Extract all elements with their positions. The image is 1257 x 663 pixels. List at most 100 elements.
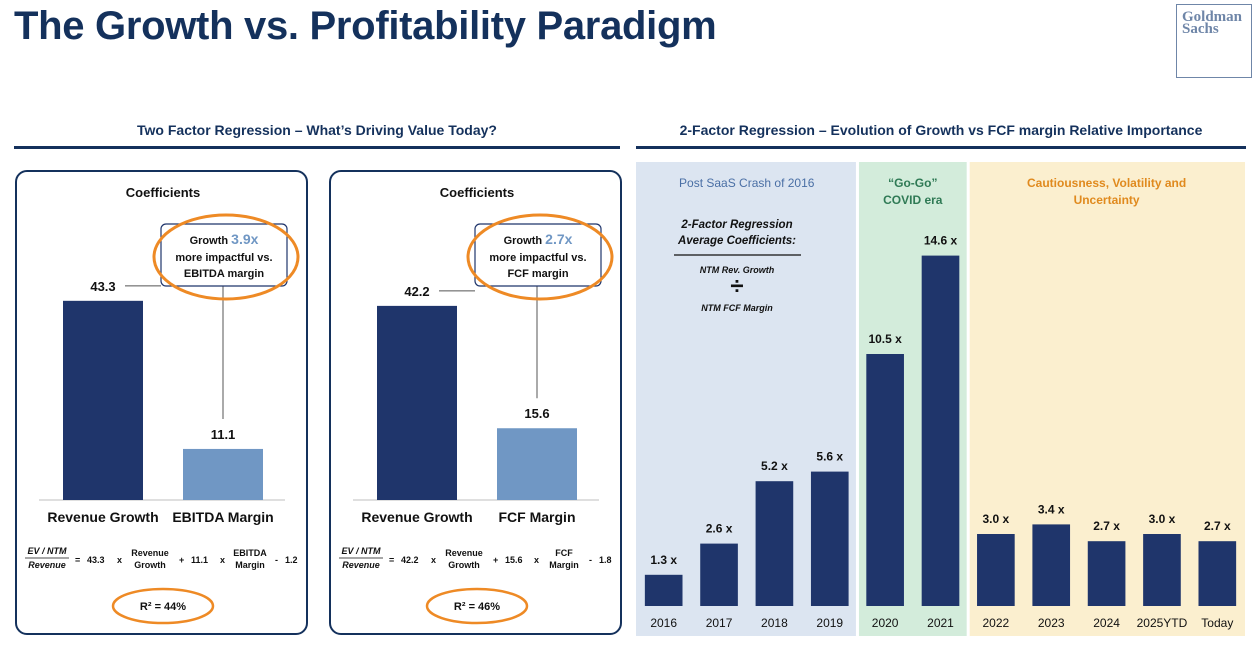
coefficients-panel-fcf: Coefficients 42.2 Revenue Growth 15.6 FCF Ma… bbox=[329, 170, 622, 635]
era-label: “Go-Go” bbox=[888, 176, 937, 190]
bar-value-label: 1.3 x bbox=[650, 553, 677, 567]
category-label: EBITDA Margin bbox=[172, 509, 273, 525]
callout-line2: more impactful vs. bbox=[175, 252, 272, 264]
bar-today bbox=[1198, 541, 1237, 606]
bar-revenue-growth bbox=[63, 300, 143, 500]
legend-numerator: NTM Rev. Growth bbox=[700, 265, 775, 275]
formula-times2: x bbox=[534, 555, 539, 565]
goldman-sachs-logo: Goldman Sachs bbox=[1176, 4, 1252, 78]
x-tick-label: Today bbox=[1201, 616, 1233, 630]
formula-coef1: 43.3 bbox=[87, 555, 105, 565]
right-section-rule bbox=[636, 146, 1246, 149]
divide-icon: ÷ bbox=[730, 273, 743, 300]
formula-times1: x bbox=[117, 555, 122, 565]
category-label: Revenue Growth bbox=[47, 509, 158, 525]
bar-2020 bbox=[866, 354, 904, 606]
callout-highlight-circle bbox=[152, 213, 300, 301]
bar-2021 bbox=[921, 255, 960, 606]
callout-line1: Growth 2.7x bbox=[504, 231, 573, 247]
category-label: Revenue Growth bbox=[361, 509, 472, 525]
formula-times1: x bbox=[431, 555, 436, 565]
callout-line3: EBITDA margin bbox=[184, 268, 265, 280]
coefficients-panel-ebitda: Coefficients 43.3 Revenue Growth 11.1 EBITDA… bbox=[15, 170, 308, 635]
formula-coef2: 11.1 bbox=[191, 555, 208, 565]
x-tick-label: 2018 bbox=[761, 616, 788, 630]
formula-lhs-line2: Revenue bbox=[28, 560, 66, 570]
bar-value-label: 10.5 x bbox=[868, 332, 902, 346]
formula-var2-line2: Margin bbox=[235, 560, 265, 570]
bar-2025ytd bbox=[1143, 534, 1181, 606]
left-section-rule bbox=[14, 146, 620, 149]
evolution-chart-svg: Post SaaS Crash of 2016 “Go-Go” COVID era C… bbox=[636, 162, 1245, 636]
bar-value-label: 3.0 x bbox=[983, 512, 1010, 526]
bar-2022 bbox=[977, 534, 1015, 606]
bar-2018 bbox=[755, 481, 794, 606]
x-tick-label: 2022 bbox=[983, 616, 1010, 630]
formula-var1-line1: Revenue bbox=[445, 548, 483, 558]
x-tick-label: 2020 bbox=[872, 616, 899, 630]
formula-equals: = bbox=[75, 555, 80, 565]
era-label: Uncertainty bbox=[1074, 193, 1140, 207]
bar-value-label: 14.6 x bbox=[924, 234, 958, 248]
chart-title: Coefficients bbox=[126, 185, 200, 200]
bar-fcf-margin bbox=[497, 428, 577, 500]
callout-line1: Growth 3.9x bbox=[190, 231, 259, 247]
page-title: The Growth vs. Profitability Paradigm bbox=[14, 4, 717, 48]
formula-minus: - bbox=[589, 555, 592, 565]
era-label: COVID era bbox=[883, 193, 943, 207]
r-squared-circle bbox=[111, 587, 215, 625]
x-tick-label: 2019 bbox=[816, 616, 843, 630]
r-squared-label: R² = 46% bbox=[454, 601, 500, 613]
bar-value-label: 3.0 x bbox=[1149, 512, 1176, 526]
bar-value-label: 11.1 bbox=[211, 427, 236, 442]
formula-times2: x bbox=[220, 555, 225, 565]
formula-intercept: 1.8 bbox=[599, 555, 612, 565]
evolution-chart: Post SaaS Crash of 2016 “Go-Go” COVID era C… bbox=[636, 162, 1245, 636]
bar-value-label: 5.6 x bbox=[816, 450, 843, 464]
legend-denominator: NTM FCF Margin bbox=[701, 303, 773, 313]
bar-value-label: 2.7 x bbox=[1093, 519, 1120, 533]
bar-value-label: 2.6 x bbox=[706, 522, 733, 536]
formula-var2-line2: Margin bbox=[549, 560, 579, 570]
bar-ebitda-margin bbox=[183, 448, 263, 500]
x-tick-label: 2017 bbox=[706, 616, 733, 630]
bar-revenue-growth bbox=[377, 305, 457, 500]
x-tick-label: 2023 bbox=[1038, 616, 1065, 630]
callout-box bbox=[474, 223, 602, 287]
legend-title-line1: 2-Factor Regression bbox=[680, 219, 792, 231]
bar-value-label: 3.4 x bbox=[1038, 502, 1065, 516]
era-label: Cautiousness, Volatility and bbox=[1027, 176, 1186, 190]
bar-2019 bbox=[810, 471, 849, 606]
bar-value-label: 5.2 x bbox=[761, 459, 788, 473]
bar-value-label: 15.6 bbox=[524, 406, 549, 421]
bar-2024 bbox=[1087, 541, 1126, 606]
bar-value-label: 42.2 bbox=[404, 284, 429, 299]
coefficients-chart-svg: Coefficients 42.2 Revenue Growth 15.6 FCF Ma… bbox=[339, 185, 614, 625]
formula-equals: = bbox=[389, 555, 394, 565]
formula-plus: + bbox=[493, 555, 498, 565]
x-tick-label: 2024 bbox=[1093, 616, 1120, 630]
formula-lhs-line2: Revenue bbox=[342, 560, 380, 570]
bar-2016 bbox=[644, 574, 683, 606]
callout-box bbox=[160, 223, 288, 287]
formula-lhs-line1: EV / NTM bbox=[341, 546, 381, 556]
era-label: Post SaaS Crash of 2016 bbox=[679, 176, 815, 190]
coefficients-chart-svg: Coefficients 43.3 Revenue Growth 11.1 EBITDA… bbox=[25, 185, 300, 625]
callout-highlight-circle bbox=[466, 213, 614, 301]
left-section-title: Two Factor Regression – What’s Driving V… bbox=[137, 122, 497, 138]
right-section-title: 2-Factor Regression – Evolution of Growt… bbox=[679, 122, 1203, 138]
legend-title-line2: Average Coefficients: bbox=[677, 235, 796, 247]
bar-value-label: 43.3 bbox=[90, 279, 115, 294]
formula-var1-line1: Revenue bbox=[131, 548, 169, 558]
formula-coef2: 15.6 bbox=[505, 555, 523, 565]
formula-lhs-line1: EV / NTM bbox=[27, 546, 67, 556]
x-tick-label: 2016 bbox=[650, 616, 677, 630]
formula-var1-line2: Growth bbox=[448, 560, 480, 570]
formula-var2-line1: EBITDA bbox=[233, 548, 267, 558]
callout-line3: FCF margin bbox=[507, 268, 568, 280]
formula-plus: + bbox=[179, 555, 184, 565]
formula-var2-line1: FCF bbox=[555, 548, 573, 558]
formula-var1-line2: Growth bbox=[134, 560, 166, 570]
chart-title: Coefficients bbox=[440, 185, 514, 200]
x-tick-label: 2025YTD bbox=[1137, 616, 1188, 630]
